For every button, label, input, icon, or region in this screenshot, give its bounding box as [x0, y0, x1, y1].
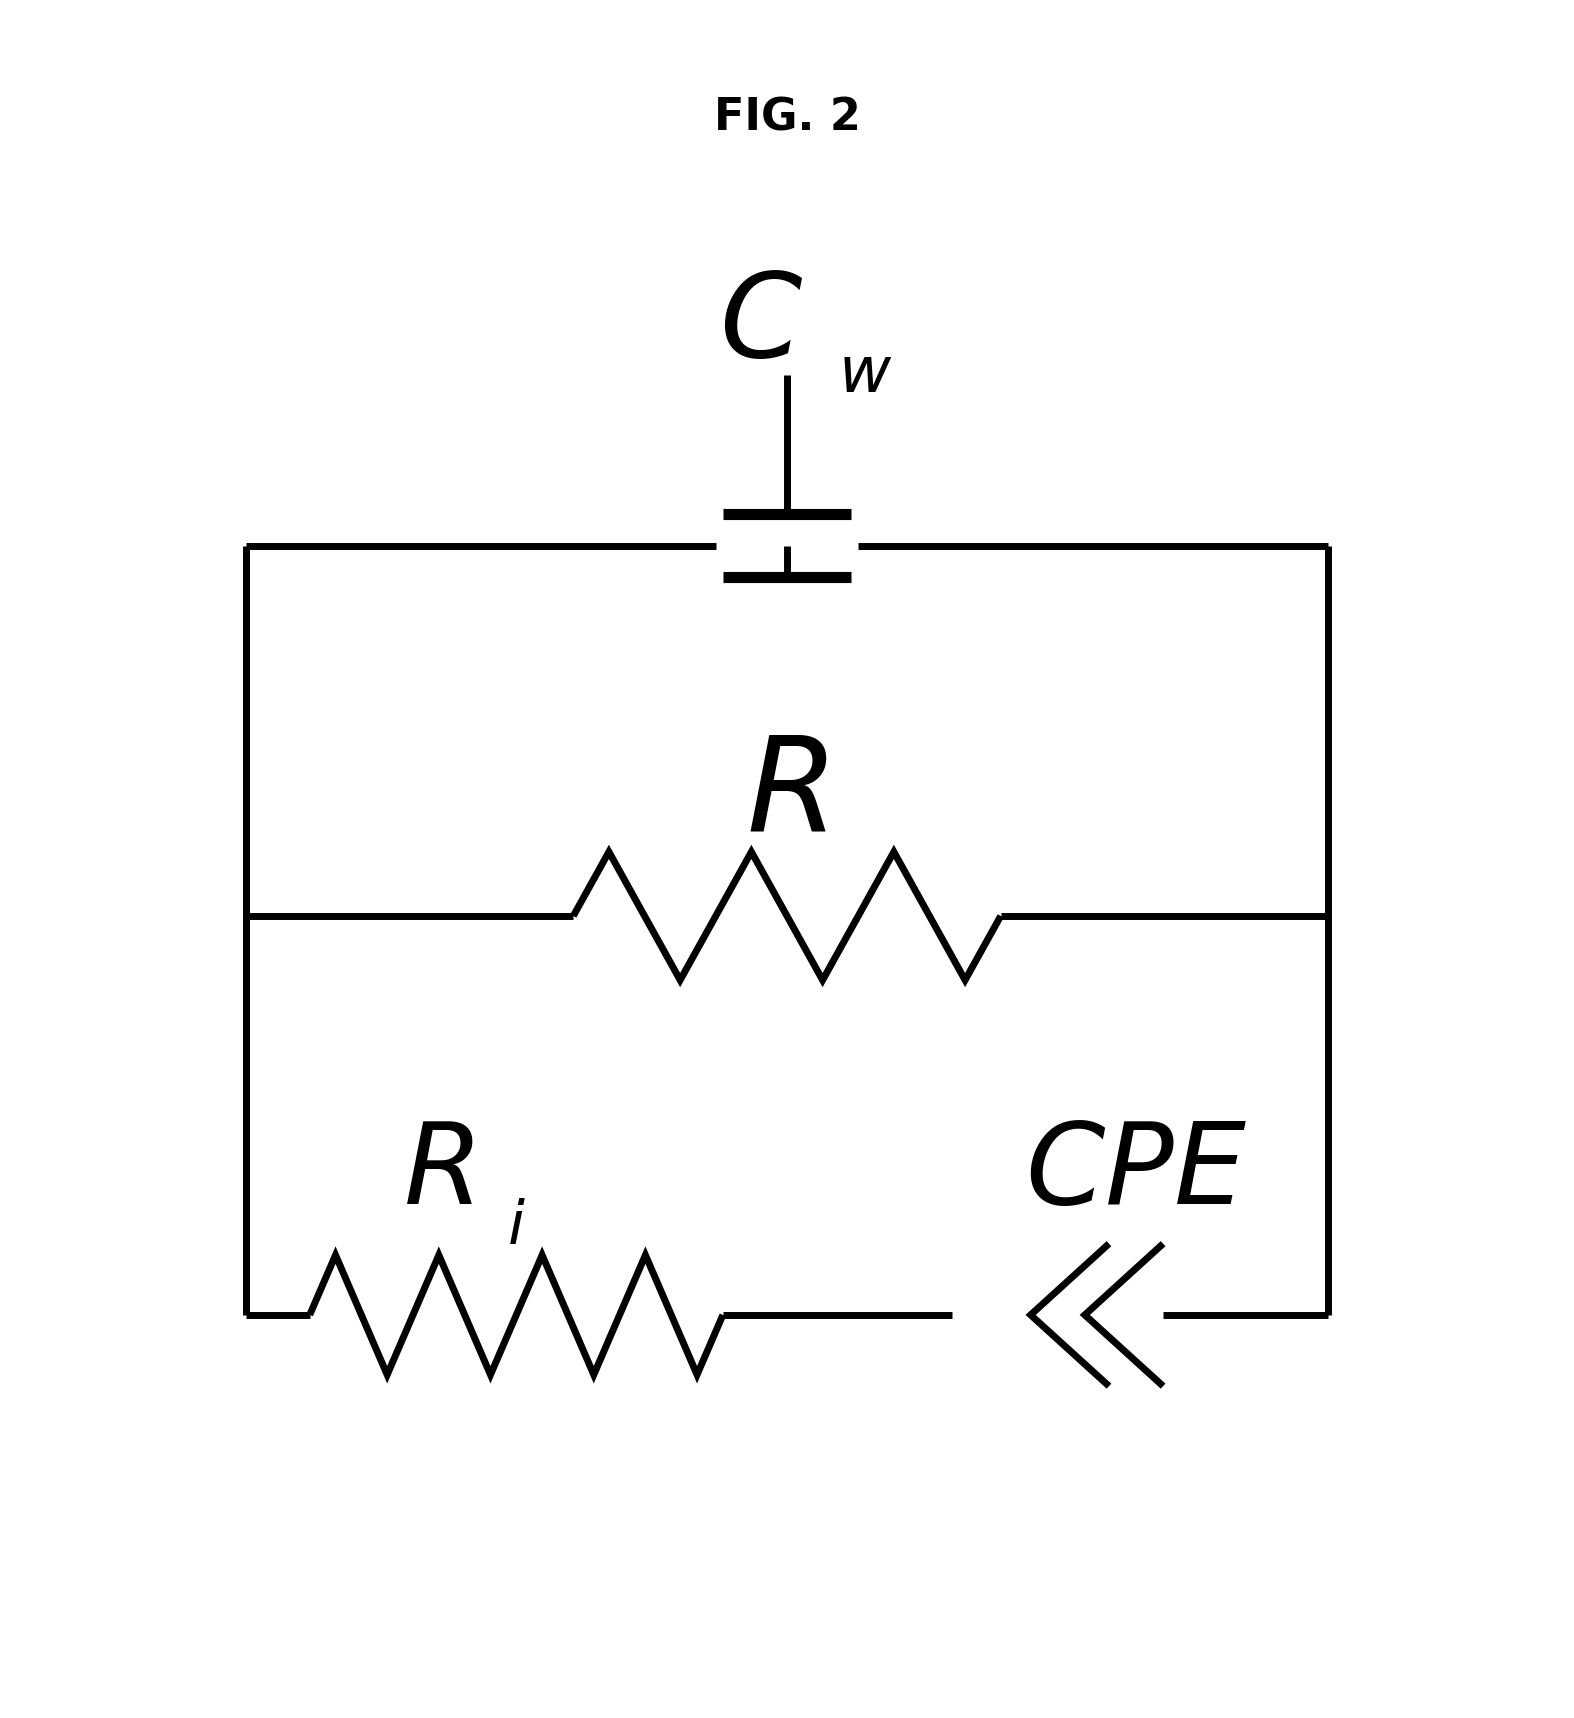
Text: $\boldsymbol{\mathit{R}}$: $\boldsymbol{\mathit{R}}$ — [403, 1117, 474, 1228]
Text: $\boldsymbol{\mathit{C}}$: $\boldsymbol{\mathit{C}}$ — [719, 268, 803, 381]
Text: $\boldsymbol{\mathit{R}}$: $\boldsymbol{\mathit{R}}$ — [746, 730, 828, 859]
Text: $\boldsymbol{\mathit{w}}$: $\boldsymbol{\mathit{w}}$ — [839, 344, 892, 405]
Text: $\boldsymbol{\mathit{CPE}}$: $\boldsymbol{\mathit{CPE}}$ — [1025, 1117, 1247, 1228]
Text: FIG. 2: FIG. 2 — [713, 96, 861, 139]
Text: $\boldsymbol{\mathit{i}}$: $\boldsymbol{\mathit{i}}$ — [507, 1196, 526, 1256]
